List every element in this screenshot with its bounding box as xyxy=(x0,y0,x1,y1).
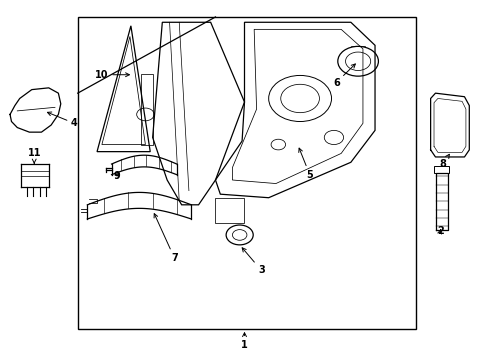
Text: 1: 1 xyxy=(241,333,247,350)
Text: 4: 4 xyxy=(47,112,78,128)
Text: 5: 5 xyxy=(298,148,312,180)
Text: 2: 2 xyxy=(436,226,443,237)
Text: 8: 8 xyxy=(438,154,448,169)
Text: 6: 6 xyxy=(332,64,355,87)
Text: 10: 10 xyxy=(95,70,129,80)
Text: 11: 11 xyxy=(27,148,41,163)
Text: 9: 9 xyxy=(113,171,120,181)
Text: 3: 3 xyxy=(242,248,264,275)
Text: 7: 7 xyxy=(154,213,178,263)
